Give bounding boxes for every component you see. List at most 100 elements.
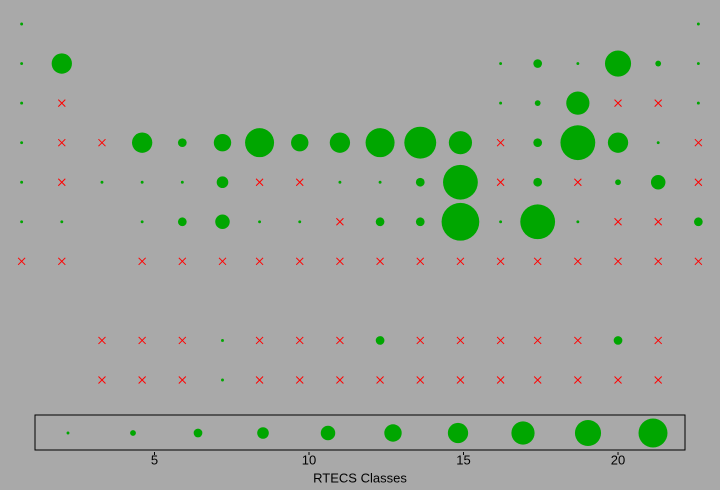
- bubble: [375, 217, 385, 227]
- bubble: [365, 128, 395, 158]
- bubble: [140, 180, 144, 184]
- bubble: [415, 177, 425, 187]
- zero-marker: [57, 99, 66, 107]
- zero-marker: [57, 257, 66, 266]
- zero-marker: [255, 178, 264, 187]
- bubble: [180, 180, 184, 184]
- bubble: [20, 101, 24, 105]
- bubble: [499, 62, 503, 66]
- zero-marker: [416, 336, 425, 345]
- zero-marker: [218, 257, 227, 266]
- zero-marker: [255, 336, 264, 345]
- zero-marker: [376, 376, 384, 384]
- bubble: [443, 164, 478, 200]
- bubble: [615, 179, 621, 186]
- bubble: [60, 220, 64, 224]
- legend-bubble: [574, 419, 602, 447]
- zero-marker: [98, 336, 106, 345]
- zero-marker: [178, 376, 187, 384]
- zero-marker: [574, 376, 582, 384]
- zero-marker: [138, 257, 146, 266]
- bubble: [221, 338, 224, 342]
- zero-marker: [614, 257, 622, 266]
- zero-marker: [533, 336, 542, 345]
- legend-bubble: [257, 427, 269, 439]
- zero-marker: [614, 99, 622, 107]
- legend-bubble: [447, 422, 469, 444]
- bubble: [607, 132, 629, 153]
- zero-marker: [178, 336, 187, 345]
- zero-marker: [614, 376, 622, 384]
- zero-marker: [496, 376, 505, 384]
- zero-marker: [574, 336, 582, 345]
- bubble: [140, 220, 144, 224]
- bubble: [20, 22, 24, 26]
- zero-marker: [295, 376, 304, 384]
- bubble: [576, 220, 580, 224]
- legend-bubble: [511, 421, 535, 445]
- bubble: [650, 174, 666, 190]
- zero-marker: [416, 376, 425, 384]
- bubble: [655, 60, 662, 67]
- bubble: [404, 126, 437, 159]
- zero-marker: [694, 257, 703, 266]
- bubble: [576, 62, 580, 66]
- zero-marker: [456, 336, 465, 345]
- bubble: [378, 180, 382, 184]
- bubble: [213, 133, 232, 152]
- bubble: [291, 133, 309, 152]
- legend-bubble: [320, 425, 336, 441]
- zero-marker: [57, 178, 66, 187]
- bubble: [177, 217, 187, 227]
- zero-marker: [416, 257, 425, 266]
- x-tick-label: 10: [302, 452, 316, 467]
- bubble: [415, 217, 425, 227]
- bubble: [499, 220, 503, 224]
- zero-marker: [496, 178, 505, 187]
- zero-marker: [376, 257, 384, 266]
- bubble: [131, 132, 153, 153]
- bubble: [375, 336, 385, 345]
- bubble: [20, 62, 24, 66]
- legend-bubble: [638, 418, 668, 448]
- bubble: [694, 217, 703, 227]
- zero-marker: [533, 376, 542, 384]
- bubble: [441, 202, 480, 241]
- zero-marker: [17, 257, 26, 266]
- bubble: [298, 220, 302, 224]
- zero-marker: [295, 178, 304, 187]
- zero-marker: [295, 336, 304, 345]
- bubble: [221, 378, 224, 382]
- zero-marker: [98, 376, 106, 384]
- x-tick-label: 20: [611, 452, 625, 467]
- zero-marker: [336, 257, 344, 266]
- zero-marker: [138, 376, 146, 384]
- legend-bubble: [66, 431, 70, 435]
- size-legend-box: [34, 414, 686, 451]
- bubble: [534, 100, 541, 107]
- bubble: [20, 220, 24, 224]
- bubble: [696, 22, 700, 26]
- zero-marker: [295, 257, 304, 266]
- zero-marker: [574, 257, 582, 266]
- zero-marker: [456, 257, 465, 266]
- bubble: [613, 336, 623, 345]
- zero-marker: [336, 336, 344, 345]
- bubble: [215, 214, 230, 230]
- bubble: [448, 131, 473, 155]
- bubble: [533, 59, 543, 68]
- zero-marker: [654, 376, 663, 384]
- zero-marker: [336, 217, 344, 226]
- bubble: [604, 50, 632, 77]
- zero-marker: [574, 178, 582, 187]
- bubble: [696, 62, 700, 66]
- bubble: [20, 141, 24, 145]
- bubble: [329, 132, 351, 153]
- zero-marker: [654, 217, 663, 226]
- zero-marker: [336, 376, 344, 384]
- zero-marker: [496, 336, 505, 345]
- zero-marker: [255, 257, 264, 266]
- bubble: [533, 138, 543, 148]
